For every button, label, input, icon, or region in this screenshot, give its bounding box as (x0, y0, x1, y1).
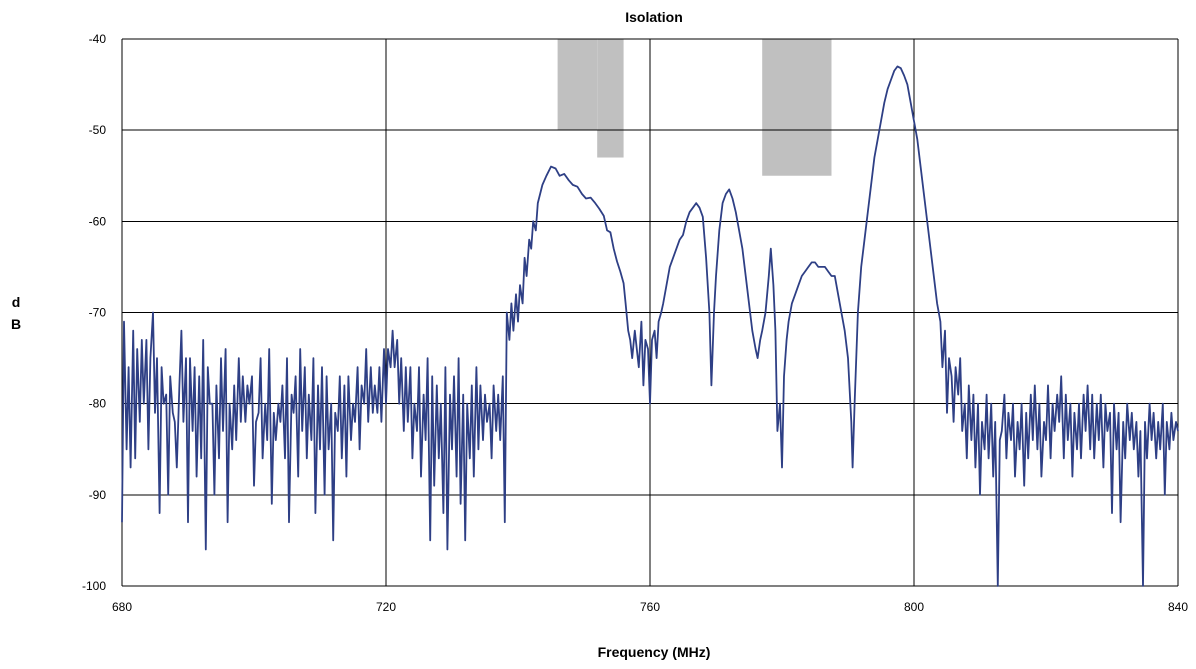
x-tick-label: 800 (904, 600, 924, 614)
mask-region-2 (597, 39, 624, 158)
x-tick-labels: 680 720 760 800 840 (112, 600, 1188, 614)
y-tick-label: -100 (82, 579, 106, 593)
mask-region-3 (762, 39, 832, 176)
chart-title: Isolation (625, 9, 683, 25)
y-tick-label: -50 (89, 123, 107, 137)
mask-region-1 (557, 39, 598, 131)
x-tick-label: 760 (640, 600, 660, 614)
series-line-1 (121, 65, 1179, 587)
x-tick-label: 680 (112, 600, 132, 614)
x-axis-title: Frequency (MHz) (598, 644, 711, 660)
y-axis-title-line-1: d (12, 294, 21, 310)
x-tick-label: 720 (376, 600, 396, 614)
y-tick-label: -60 (89, 214, 107, 228)
y-tick-label: -80 (89, 397, 107, 411)
y-axis-title-line-2: B (11, 316, 21, 332)
grid-lines (121, 38, 1179, 587)
y-axis-title: d B (11, 294, 21, 332)
x-tick-label: 840 (1168, 600, 1188, 614)
mask-regions (557, 39, 832, 176)
y-tick-label: -40 (89, 32, 107, 46)
y-tick-label: -70 (89, 306, 107, 320)
y-tick-labels: -100 -90 -80 -70 -60 -50 -40 (82, 32, 106, 593)
series-group (121, 65, 1179, 587)
y-tick-label: -90 (89, 488, 107, 502)
